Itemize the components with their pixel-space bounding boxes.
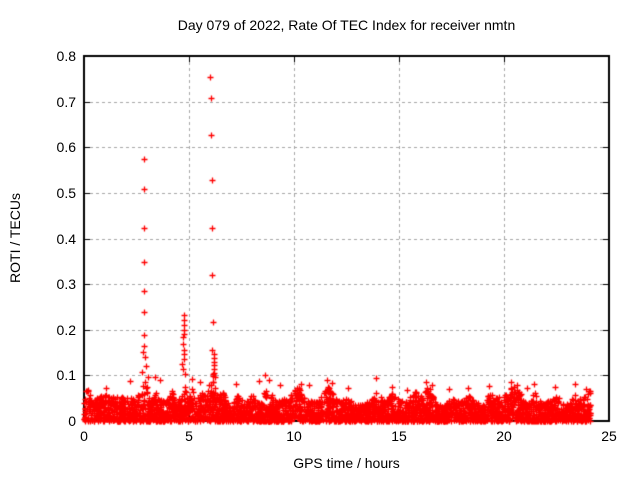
y-tick-label: 0.2 — [56, 321, 76, 338]
y-tick-label: 0 — [68, 413, 76, 429]
x-axis-title: GPS time / hours — [293, 455, 400, 471]
y-tick-label: 0.6 — [56, 139, 76, 156]
x-tick-label: 10 — [286, 428, 302, 444]
x-tick-label: 25 — [601, 428, 617, 444]
y-tick-label: 0.5 — [56, 184, 76, 201]
x-tick-label: 0 — [80, 428, 88, 444]
x-tick-label: 20 — [496, 428, 512, 444]
y-tick-label: 0.7 — [56, 93, 76, 110]
y-tick-label: 0.1 — [56, 367, 76, 384]
y-tick-label: 0.8 — [56, 48, 76, 64]
y-tick-label: 0.3 — [56, 276, 76, 293]
chart-title: Day 079 of 2022, Rate Of TEC Index for r… — [177, 17, 516, 33]
x-tick-label: 15 — [391, 428, 407, 444]
y-tick-label: 0.4 — [56, 230, 76, 247]
x-tick-label: 5 — [185, 428, 193, 444]
